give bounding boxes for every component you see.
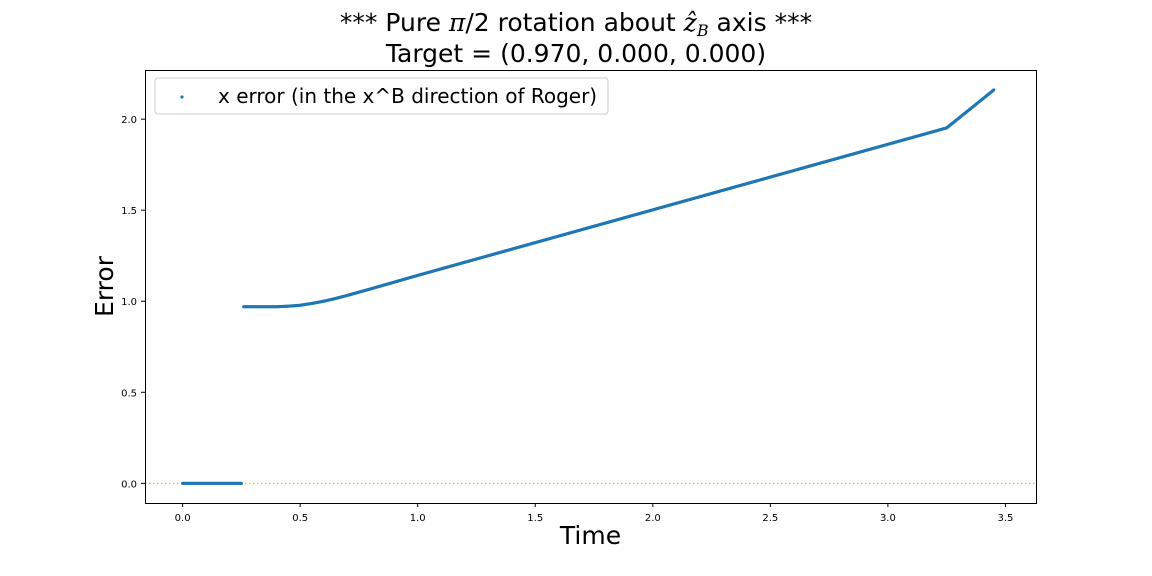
- legend-box: [154, 77, 609, 115]
- data-point: [285, 304, 289, 308]
- y-tick-label: 0.0: [121, 479, 137, 490]
- data-point: [767, 175, 771, 180]
- data-point: [990, 89, 995, 93]
- title-z-hat: ẑ: [683, 8, 697, 37]
- title-mid: /2 rotation about: [465, 8, 684, 37]
- data-point: [250, 305, 254, 309]
- x-axis-label: Time: [559, 521, 621, 550]
- data-point: [532, 241, 536, 245]
- chart-title: *** Pure π/2 rotation about ẑB axis ***: [0, 8, 1152, 40]
- data-point: [262, 305, 266, 309]
- y-tick-label: 0.5: [121, 388, 137, 399]
- data-point: [943, 126, 948, 130]
- data-point: [238, 481, 242, 485]
- data-point: [473, 257, 477, 261]
- data-point: [885, 143, 889, 147]
- title-prefix: *** Pure: [339, 8, 449, 37]
- y-tick-layer: 0.0 0.5 1.0 1.5 2.0: [121, 115, 145, 490]
- x-tick-label: 2.5: [762, 513, 778, 524]
- legend-label: x error (in the x^B direction of Roger): [218, 84, 597, 108]
- x-tick-label: 0.5: [292, 513, 308, 524]
- data-point: [226, 481, 231, 485]
- x-tick-label: 0.0: [175, 513, 191, 524]
- title-suffix: axis ***: [708, 8, 813, 37]
- series-layer: [181, 88, 996, 485]
- legend: x error (in the x^B direction of Roger): [154, 77, 609, 115]
- x-tick-label: 1.0: [410, 513, 426, 524]
- y-tick-label: 1.0: [121, 297, 137, 308]
- x-tick-layer: 0.0 0.5 1.0 1.5 2.0 2.5 3.0 3.5: [175, 503, 1013, 524]
- title-subscript: B: [696, 21, 709, 40]
- y-axis-label: Error: [90, 255, 119, 317]
- data-point: [708, 192, 712, 196]
- x-tick-label: 2.0: [645, 513, 661, 524]
- legend-marker: [180, 95, 184, 99]
- x-tick-label: 3.5: [997, 513, 1013, 524]
- data-point: [591, 224, 595, 229]
- data-point: [826, 159, 830, 163]
- y-tick-label: 2.0: [121, 115, 137, 126]
- data-point: [203, 481, 207, 485]
- data-point: [215, 481, 219, 485]
- data-point: [297, 303, 301, 307]
- data-point: [650, 208, 654, 212]
- data-point: [191, 481, 195, 485]
- series-0: [181, 88, 996, 485]
- x-tick-label: 1.5: [527, 513, 543, 524]
- y-tick-label: 1.5: [121, 206, 137, 217]
- x-tick-label: 3.0: [880, 513, 896, 524]
- data-point: [273, 305, 278, 309]
- title-pi-symbol: π: [448, 8, 466, 37]
- axes-frame: [145, 70, 1037, 504]
- data-point: [309, 302, 313, 306]
- chart-subtitle: Target = (0.970, 0.000, 0.000): [385, 39, 767, 68]
